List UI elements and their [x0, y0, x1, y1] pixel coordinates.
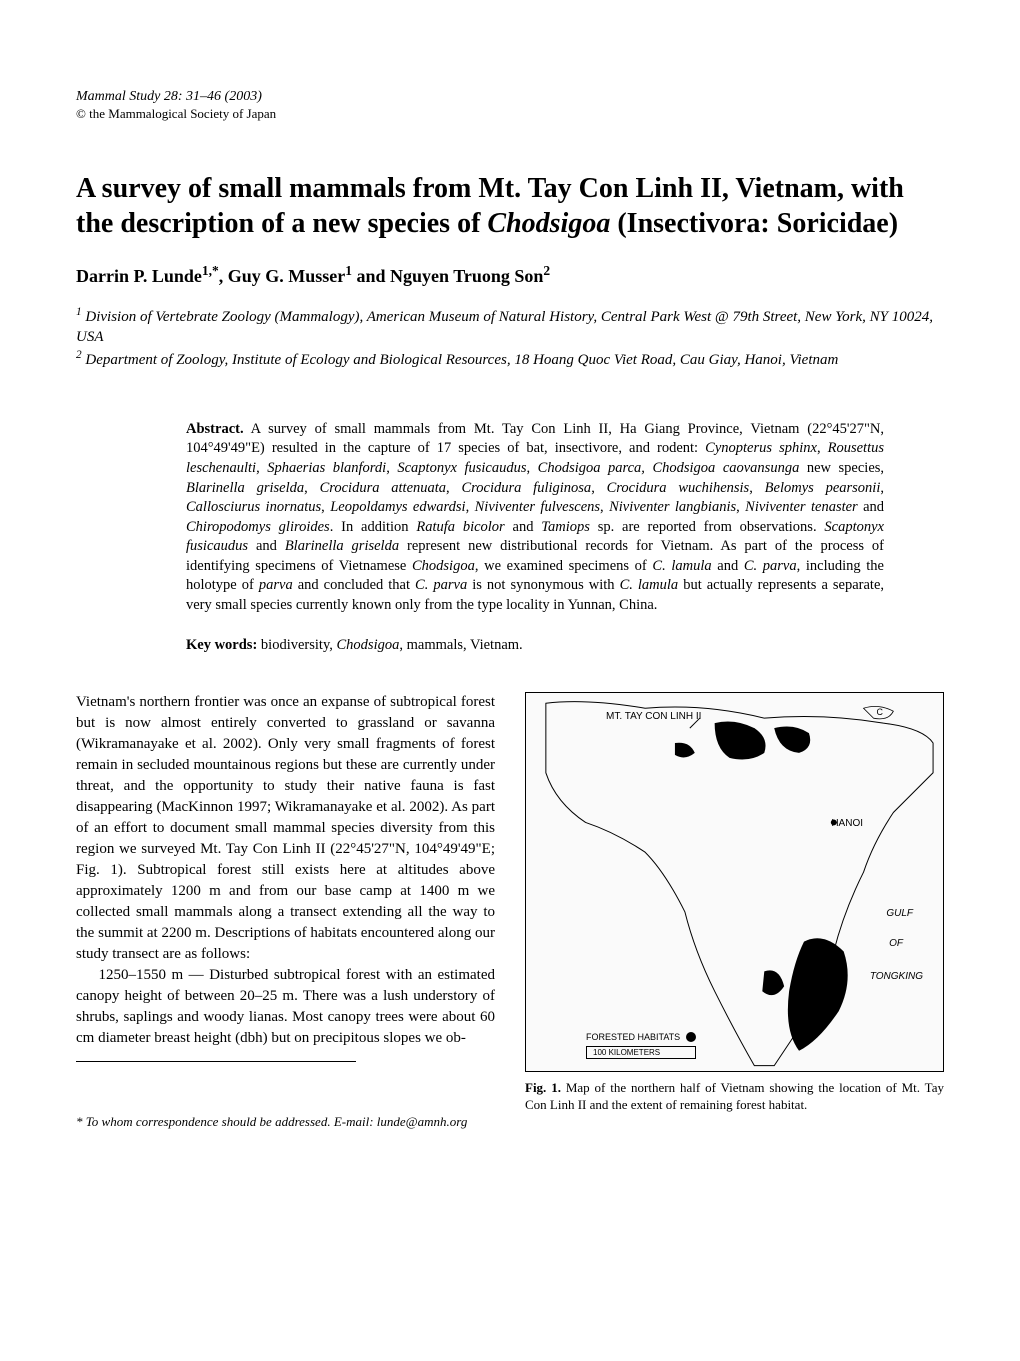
abstract-taxon: Ratufa bicolor	[416, 519, 504, 535]
abstract-taxon: Leopoldamys edwardsi	[330, 499, 465, 515]
abstract-label: Abstract.	[186, 421, 244, 437]
map-label-hanoi: HANOI	[831, 818, 863, 829]
legend-dot-icon	[686, 1032, 696, 1042]
copyright-line: © the Mammalogical Society of Japan	[76, 106, 944, 123]
map-svg: C	[526, 693, 943, 1071]
abstract-text: . In addition	[330, 519, 417, 535]
abstract-text: new species,	[799, 460, 884, 476]
forest-patch-4	[788, 939, 848, 1052]
authors-line: Darrin P. Lunde1,*, Guy G. Musser1 and N…	[76, 263, 944, 287]
journal-line: Mammal Study 28: 31–46 (2003)	[76, 88, 944, 106]
abstract-taxon: Crocidura attenuata	[320, 480, 446, 496]
forest-patch-5	[762, 971, 784, 996]
abstract-text: ,	[256, 460, 267, 476]
body-paragraph-1: Vietnam's northern frontier was once an …	[76, 692, 495, 965]
abstract-taxon: C. lamula	[652, 558, 711, 574]
abstract-text: ,	[321, 499, 330, 515]
abstract-text: ,	[749, 480, 764, 496]
left-column: Vietnam's northern frontier was once an …	[76, 692, 495, 1114]
abstract: Abstract. A survey of small mammals from…	[186, 420, 884, 616]
article-title: A survey of small mammals from Mt. Tay C…	[76, 171, 944, 241]
affiliation-2: 2 Department of Zoology, Institute of Ec…	[76, 348, 944, 370]
abstract-text: , we examined specimens of	[475, 558, 653, 574]
figure-1-caption: Fig. 1. Map of the northern half of Viet…	[525, 1080, 944, 1114]
abstract-taxon: Tamiops	[541, 519, 590, 535]
keywords-label: Key words:	[186, 637, 257, 653]
affiliations: 1 Division of Vertebrate Zoology (Mammal…	[76, 305, 944, 370]
two-column-body: Vietnam's northern frontier was once an …	[76, 692, 944, 1114]
abstract-taxon: Niviventer langbianis	[609, 499, 736, 515]
legend-forested-row: FORESTED HABITATS	[586, 1032, 696, 1042]
abstract-taxon: C. parva	[744, 558, 797, 574]
abstract-text: and	[858, 499, 884, 515]
keyword-text: , mammals, Vietnam.	[399, 637, 522, 653]
abstract-taxon: Callosciurus inornatus	[186, 499, 321, 515]
figure-caption-text: Map of the northern half of Vietnam show…	[525, 1080, 944, 1112]
forest-patch-2	[774, 727, 810, 753]
abstract-taxon: Blarinella griselda	[186, 480, 304, 496]
abstract-text: ,	[386, 460, 397, 476]
abstract-taxon: Chiropodomys gliroides	[186, 519, 330, 535]
legend-forested-label: FORESTED HABITATS	[586, 1032, 680, 1042]
abstract-text: ,	[466, 499, 475, 515]
title-part2: (Insectivora: Soricidae)	[610, 208, 898, 239]
abstract-taxon: Niviventer fulvescens	[475, 499, 600, 515]
abstract-text: and concluded that	[293, 577, 415, 593]
keyword-text: biodiversity,	[257, 637, 336, 653]
map-label-of: OF	[889, 938, 903, 949]
abstract-taxon: Crocidura fuliginosa	[461, 480, 591, 496]
abstract-text: ,	[304, 480, 319, 496]
map-label-mt-tay-con-linh: MT. TAY CON LINH II	[606, 711, 701, 722]
abstract-taxon: Niviventer tenaster	[745, 499, 858, 515]
figure-label: Fig. 1.	[525, 1080, 561, 1095]
abstract-taxon: Scaptonyx fusicaudus	[397, 460, 526, 476]
abstract-text: and	[712, 558, 744, 574]
abstract-taxon: Chodsigoa	[412, 558, 475, 574]
keywords: Key words: biodiversity, Chodsigoa, mamm…	[186, 637, 884, 654]
abstract-text: ,	[600, 499, 609, 515]
abstract-text: is not synonymous with	[467, 577, 619, 593]
abstract-text: ,	[736, 499, 745, 515]
compass-n: C	[876, 708, 883, 718]
abstract-taxon: Chodsigoa parca, Chodsigoa caovansunga	[538, 460, 800, 476]
map-label-tongking: TONGKING	[870, 971, 923, 982]
abstract-taxon: Blarinella griselda	[285, 538, 399, 554]
abstract-text: ,	[527, 460, 538, 476]
abstract-taxon: C. lamula	[620, 577, 679, 593]
affiliation-1: 1 Division of Vertebrate Zoology (Mammal…	[76, 305, 944, 348]
correspondence-footer: * To whom correspondence should be addre…	[76, 1114, 944, 1130]
footnote-rule	[76, 1061, 356, 1064]
abstract-text: sp. are reported from observations.	[590, 519, 824, 535]
abstract-text: ,	[880, 480, 884, 496]
map-label-gulf: GULF	[886, 908, 913, 919]
map-legend: FORESTED HABITATS 100 KILOMETERS	[586, 1032, 696, 1059]
right-column: C MT. TAY CON LINH II HAGIANG HANOI GULF…	[525, 692, 944, 1114]
keyword-taxon: Chodsigoa	[337, 637, 400, 653]
legend-scale-bar: 100 KILOMETERS	[586, 1046, 696, 1059]
abstract-text: and	[248, 538, 285, 554]
abstract-taxon: C. parva	[415, 577, 467, 593]
figure-1-map: C MT. TAY CON LINH II HAGIANG HANOI GULF…	[525, 692, 944, 1072]
abstract-taxon: parva	[259, 577, 293, 593]
abstract-taxon: Belomys pearsonii	[765, 480, 881, 496]
title-genus: Chodsigoa	[487, 208, 610, 239]
body-paragraph-2: 1250–1550 m — Disturbed subtropical fore…	[76, 965, 495, 1049]
abstract-text: ,	[446, 480, 461, 496]
abstract-text: ,	[591, 480, 606, 496]
abstract-text: ,	[817, 440, 828, 456]
forest-patch-3	[675, 743, 695, 758]
map-label-ha-giang: HAGIANG	[726, 731, 755, 749]
abstract-taxon: Crocidura wuchihensis	[607, 480, 750, 496]
abstract-text: and	[505, 519, 542, 535]
abstract-taxon: Cynopterus sphinx	[705, 440, 817, 456]
abstract-taxon: Sphaerias blanfordi	[267, 460, 386, 476]
